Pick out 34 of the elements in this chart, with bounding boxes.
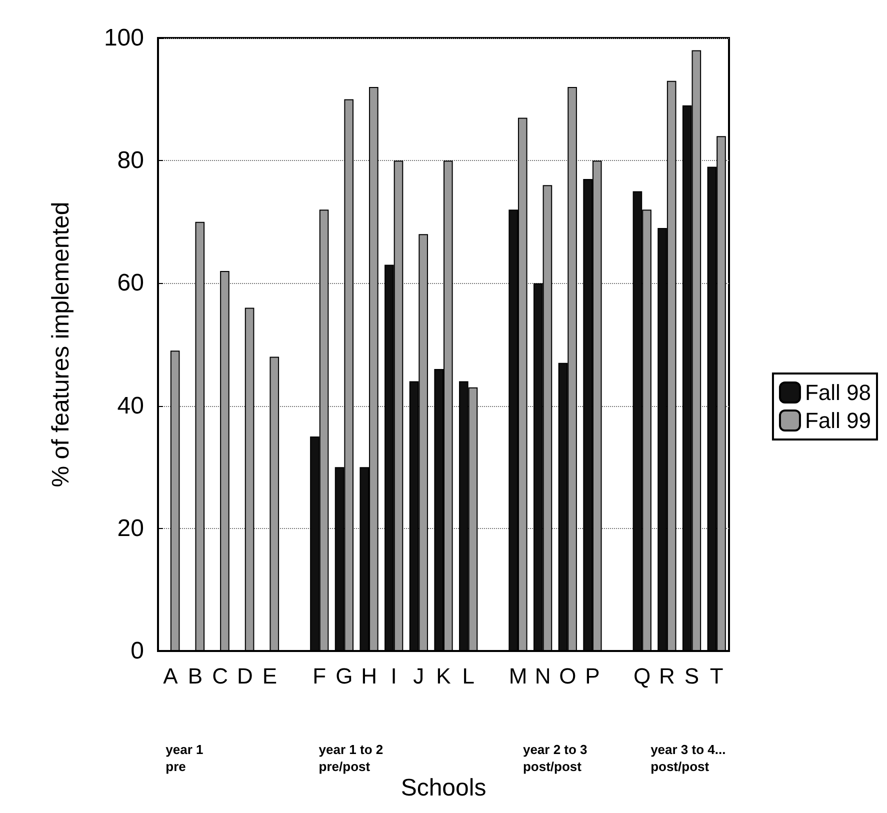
x-tick-label: D [236, 664, 253, 688]
x-axis-title: Schools [400, 774, 486, 802]
y-axis-title: % of features implemented [48, 202, 74, 488]
x-tick-label: A [163, 664, 178, 688]
x-tick-label: G [336, 664, 353, 688]
text: year 1 pre [166, 742, 204, 774]
text: year 1 to 2 pre/post [318, 742, 384, 774]
x-tick-label: K [436, 664, 452, 688]
y-tick-label: 0 [130, 638, 144, 664]
y-tick-label: 20 [117, 514, 144, 542]
legend-label: Fall 98 [804, 380, 872, 405]
x-tick-label: M [508, 664, 528, 688]
x-tick-label: Q [634, 664, 651, 688]
text: year 3 to 4... post/post [650, 742, 726, 774]
x-tick-label: S [684, 664, 700, 688]
legend-label: Fall 99 [804, 408, 872, 433]
x-tick-label: O [559, 664, 576, 688]
y-tick-label: 100 [104, 24, 144, 52]
x-tick-label: L [462, 664, 474, 688]
x-tick-label: T [710, 664, 724, 688]
y-tick-label: 60 [117, 270, 144, 297]
x-tick-label: J [413, 664, 424, 688]
y-tick-label: 80 [117, 147, 144, 174]
x-tick-label: R [658, 664, 675, 688]
x-tick-label: C [212, 664, 228, 688]
x-tick-label: E [262, 664, 278, 688]
x-tick-label: F [312, 664, 326, 688]
y-tick-label: 40 [117, 392, 144, 420]
x-tick-label: N [534, 664, 551, 688]
x-tick-label: P [585, 664, 600, 688]
x-tick-label: I [390, 664, 397, 688]
x-tick-label: H [361, 664, 377, 688]
x-tick-label: B [188, 664, 203, 688]
text: year 2 to 3 post/post [522, 742, 588, 774]
